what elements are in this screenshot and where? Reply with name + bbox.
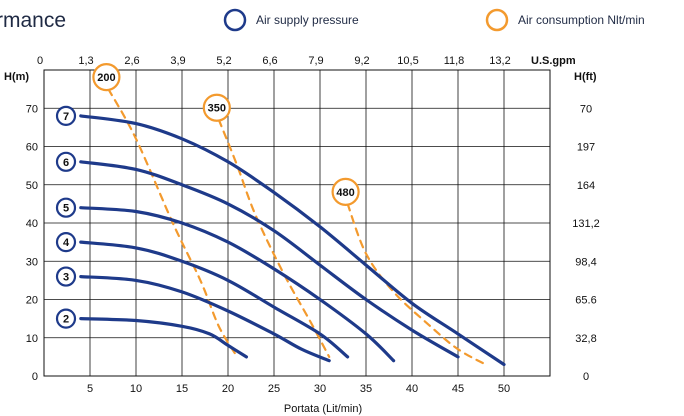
pressure-badge-5 (55, 197, 77, 218)
consumption-line-200 (107, 88, 239, 358)
consumption-lines (107, 88, 487, 366)
top-tick-label: 6,6 (262, 55, 277, 67)
top-tick-label: 3,9 (170, 55, 185, 67)
right-tick-label: 98,4 (575, 256, 596, 268)
legend-consumption-label: Air consumption Nlt/min (518, 13, 645, 27)
right-axis-title: H(ft) (574, 71, 597, 83)
x-tick-label: 35 (360, 383, 372, 395)
x-axis-title: Portata (Lit/min) (284, 403, 362, 415)
pressure-badge-4 (55, 232, 77, 253)
x-tick-label: 30 (314, 383, 326, 395)
left-tick-label: 50 (26, 180, 38, 192)
x-axis-ticks: 5 10 15 20 25 30 35 40 45 50 (87, 383, 510, 395)
pressure-badge-label: 2 (63, 314, 69, 326)
pressure-line-7 (79, 114, 506, 367)
top-tick-label: 1,3 (78, 55, 93, 67)
top-axis-gpm: 0 1,3 2,6 3,9 5,2 6,6 7,9 9,2 10,5 11,8 13,2 (37, 55, 511, 67)
right-tick-label: 70 (580, 103, 592, 115)
pressure-badge-3 (55, 266, 77, 287)
top-axis-unit: U.S.gpm (531, 55, 576, 67)
legend: Air supply pressure Air consumption Nlt/… (223, 8, 645, 32)
pressure-badge-label: 4 (63, 237, 70, 249)
top-tick-label: 13,2 (489, 55, 510, 67)
left-tick-label: 20 (26, 295, 38, 307)
left-tick-label: 10 (26, 333, 38, 345)
pressure-line-6 (79, 160, 460, 359)
top-tick-label: 0 (37, 55, 43, 67)
top-tick-label: 7,9 (308, 55, 323, 67)
consumption-badge-350 (202, 93, 231, 122)
top-tick-label: 9,2 (354, 55, 369, 67)
consumption-line-480 (346, 202, 487, 366)
x-tick-label: 25 (268, 383, 280, 395)
left-tick-label: 30 (26, 256, 38, 268)
x-tick-label: 40 (406, 383, 418, 395)
legend-consumption-marker (485, 8, 509, 32)
legend-pressure-marker (223, 8, 247, 32)
consumption-line-350 (217, 118, 331, 358)
pressure-badge-2 (55, 308, 77, 329)
right-tick-label: 197 (577, 142, 595, 154)
pressure-badge-6 (55, 151, 77, 172)
top-tick-label: 2,6 (124, 55, 139, 67)
pressure-badge-label: 5 (63, 203, 69, 215)
x-tick-label: 20 (222, 383, 234, 395)
right-tick-label: 32,8 (575, 333, 596, 345)
pressure-lines (79, 114, 506, 367)
x-tick-label: 50 (498, 383, 510, 395)
x-tick-label: 15 (176, 383, 188, 395)
pressure-line-3 (79, 275, 331, 363)
top-tick-label: 10,5 (397, 55, 418, 67)
left-tick-label: 0 (32, 371, 38, 383)
top-tick-label: 5,2 (216, 55, 231, 67)
consumption-badge-label: 350 (208, 103, 226, 115)
pressure-line-4 (79, 240, 350, 359)
right-tick-label: 65.6 (575, 295, 596, 307)
pressure-badge-label: 3 (63, 272, 69, 284)
legend-pressure-label: Air supply pressure (256, 13, 359, 27)
x-tick-label: 5 (87, 383, 93, 395)
left-axis-title: H(m) (4, 71, 29, 83)
consumption-badge-200 (92, 63, 121, 92)
pressure-line-2 (79, 317, 248, 359)
consumption-badge-480 (331, 177, 360, 206)
left-tick-label: 70 (26, 103, 38, 115)
right-tick-label: 0 (583, 371, 589, 383)
right-axis-ticks: 0 32,8 65.6 98,4 131,2 164 197 70 (572, 103, 600, 383)
chart-title: rmance (0, 9, 66, 32)
pressure-badge-label: 7 (63, 111, 69, 123)
x-tick-label: 10 (130, 383, 142, 395)
pressure-badge-7 (55, 105, 77, 127)
left-tick-label: 60 (26, 142, 38, 154)
right-tick-label: 164 (577, 180, 595, 192)
left-axis-ticks: 0 10 20 30 40 50 60 70 (26, 103, 38, 383)
series-labels: 7 6 5 4 3 2 200 350 480 (55, 63, 360, 329)
x-tick-label: 45 (452, 383, 464, 395)
consumption-badge-label: 200 (97, 72, 115, 84)
left-tick-label: 40 (26, 218, 38, 230)
consumption-badge-label: 480 (336, 187, 354, 199)
plot-grid (43, 69, 551, 377)
pressure-badge-label: 6 (63, 157, 69, 169)
pressure-line-5 (79, 206, 396, 363)
right-tick-label: 131,2 (572, 218, 600, 230)
top-tick-label: 11,8 (444, 55, 465, 67)
